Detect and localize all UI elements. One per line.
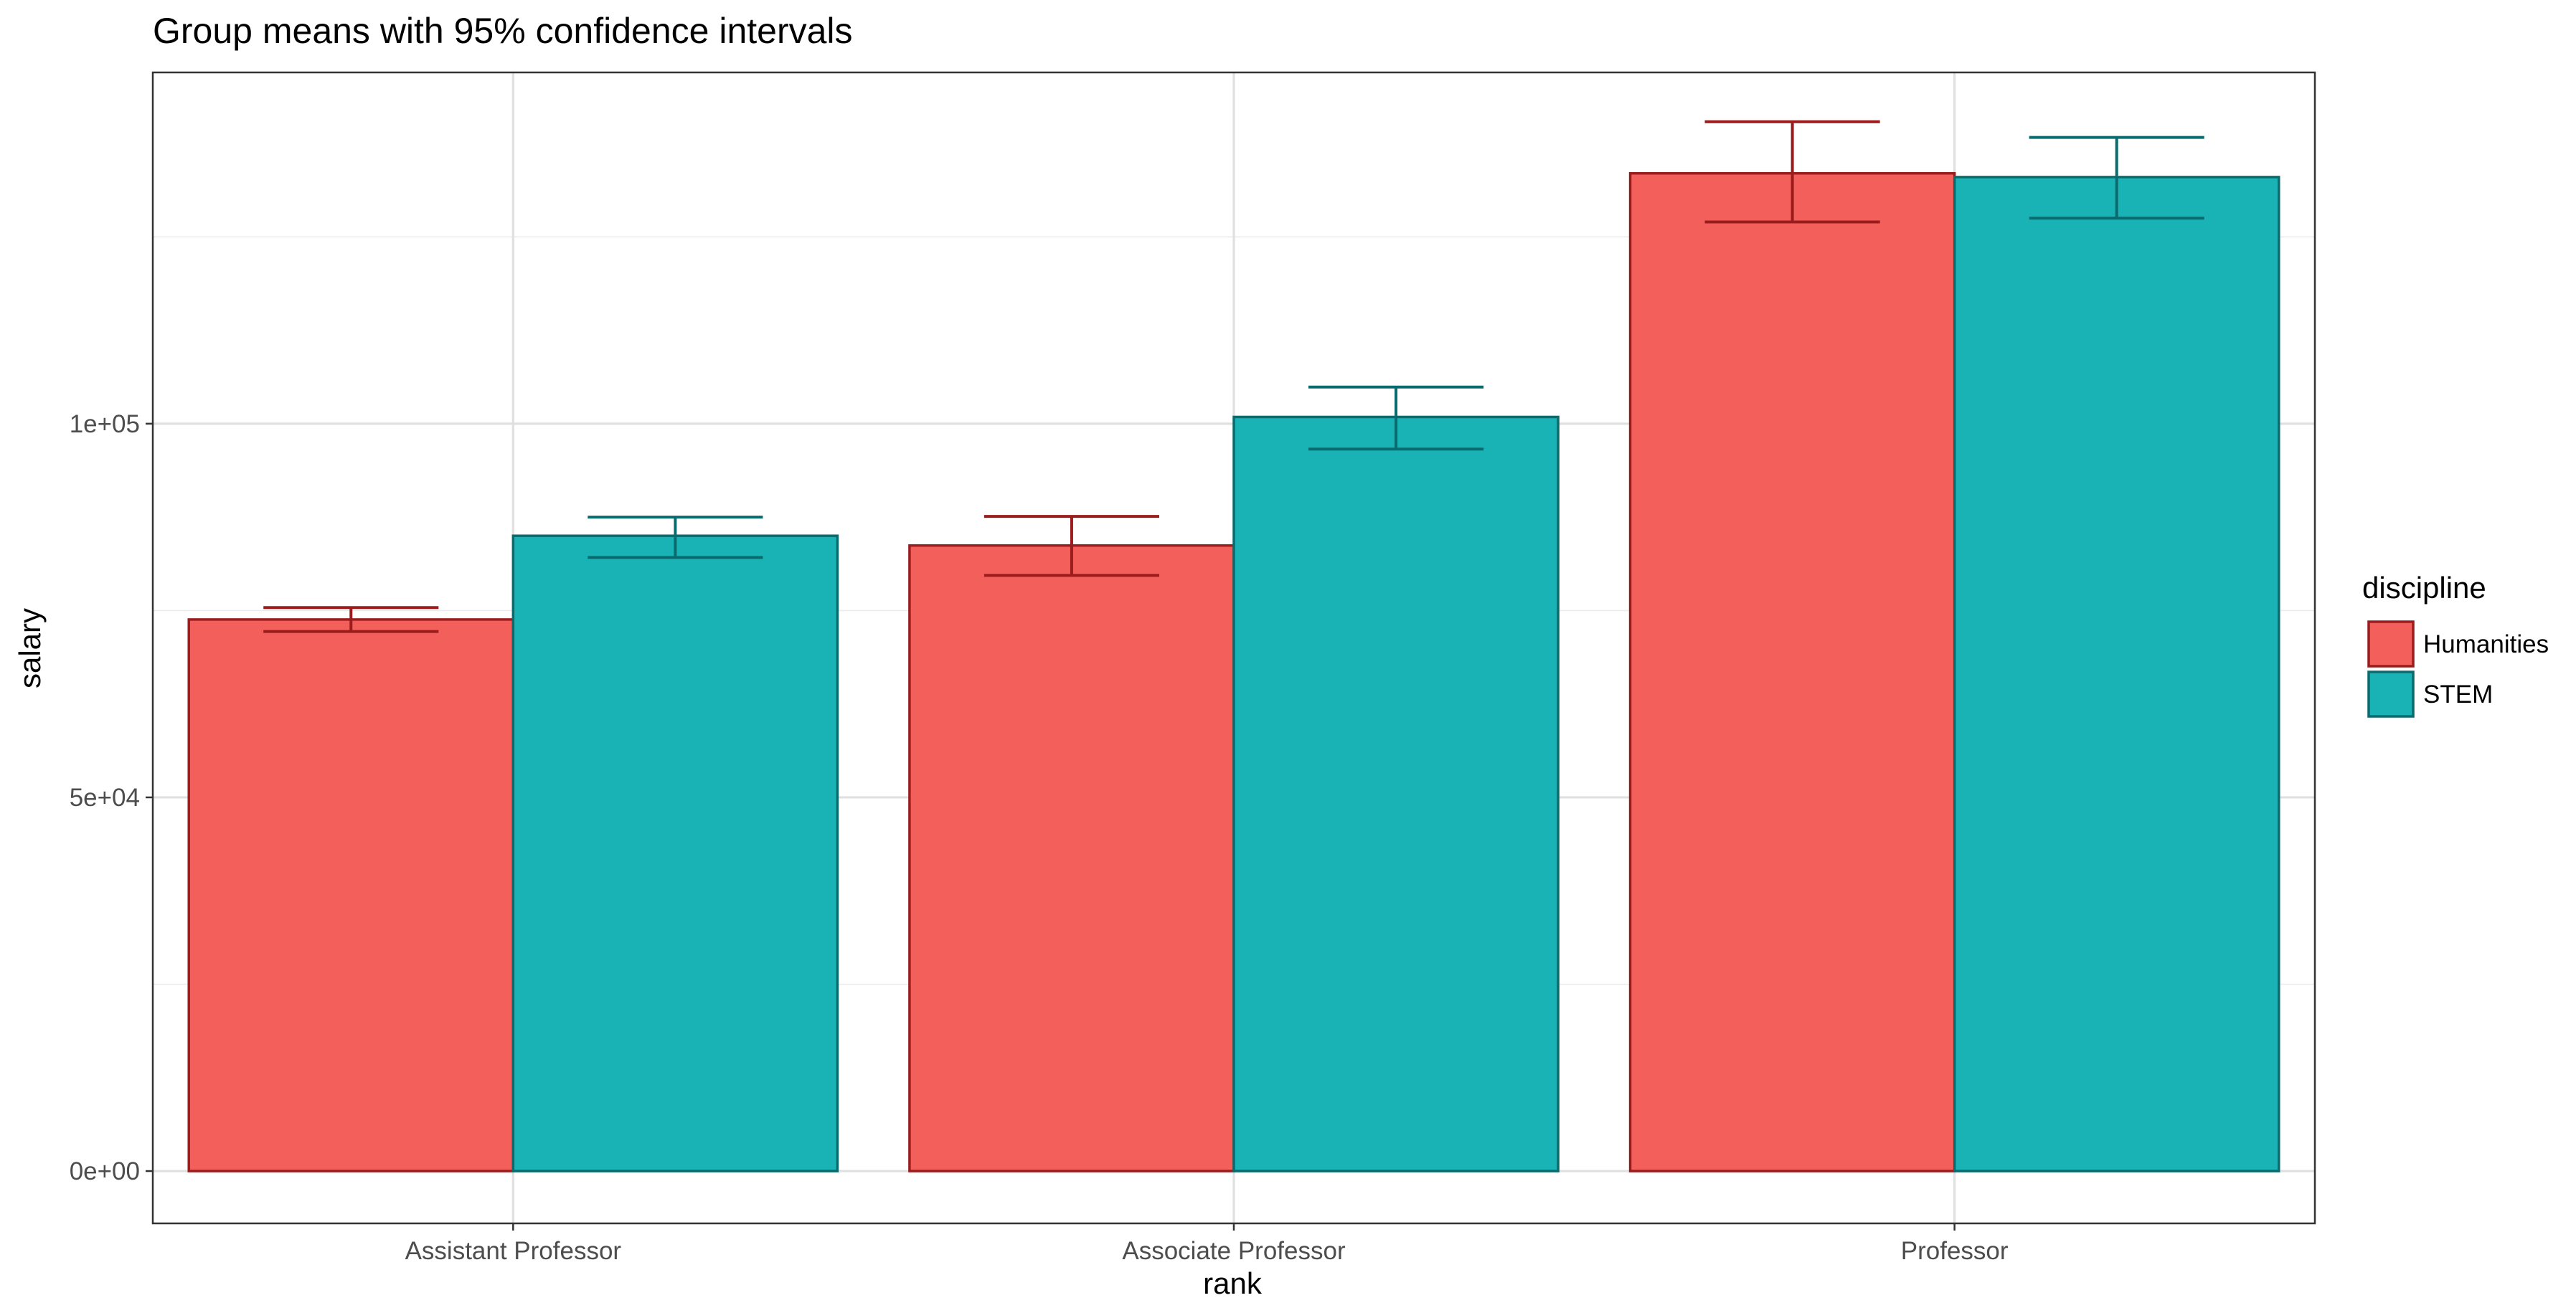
errorbar-stem-0	[588, 516, 763, 559]
y-tick-label: 5e+04	[70, 784, 140, 812]
legend-label-stem: STEM	[2423, 681, 2493, 708]
errorbar-humanities-1	[983, 515, 1160, 577]
legend: discipline Humanities STEM	[2362, 571, 2549, 718]
x-tick-label: Assistant Professor	[405, 1237, 622, 1265]
bar-stem-1	[1232, 415, 1560, 1172]
legend-title: discipline	[2362, 571, 2486, 605]
x-axis-title: rank	[1203, 1266, 1263, 1300]
errorbar-stem-2	[2029, 136, 2204, 220]
bar-stem-2	[1953, 176, 2280, 1172]
x-tick-label: Professor	[1901, 1237, 2009, 1265]
bar-humanities-0	[187, 618, 515, 1172]
errorbar-stem-1	[1308, 385, 1484, 451]
bar-stem-0	[511, 534, 839, 1172]
y-tick-label: 1e+05	[70, 410, 140, 438]
bar-humanities-1	[908, 544, 1235, 1172]
y-axis-title: salary	[13, 608, 47, 688]
legend-swatch-stem	[2367, 670, 2415, 718]
bars	[187, 171, 2280, 1172]
y-tick-label: 0e+00	[70, 1157, 140, 1185]
legend-label-humanities: Humanities	[2423, 630, 2549, 658]
errorbar-humanities-2	[1704, 120, 1880, 224]
x-tick-label: Associate Professor	[1122, 1237, 1346, 1265]
chart-title: Group means with 95% confidence interval…	[153, 11, 853, 51]
axes: 0e+00 5e+04 1e+05 Assistant Professor Associ…	[70, 410, 2009, 1265]
error-bars	[263, 120, 2204, 633]
bar-humanities-2	[1628, 171, 1956, 1172]
legend-swatch-humanities	[2367, 620, 2415, 668]
errorbar-humanities-0	[263, 606, 439, 633]
